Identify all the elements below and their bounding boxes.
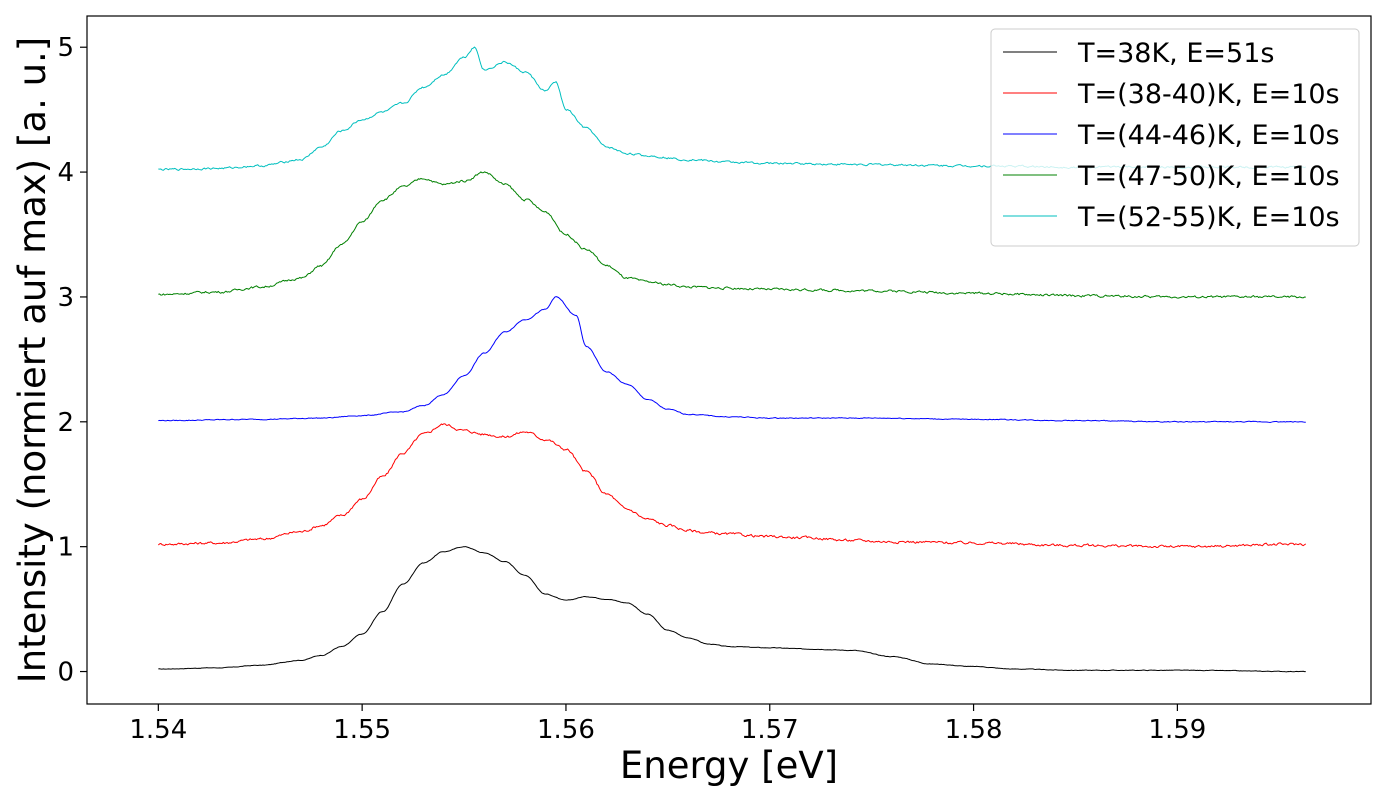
x-axis-label: Energy [eV]	[620, 744, 838, 787]
legend-label: T=38K, E=51s	[1077, 38, 1274, 69]
y-axis-label: Intensity (normiert auf max) [a. u.]	[11, 37, 54, 683]
y-tick-label: 5	[57, 33, 74, 63]
legend-box	[990, 28, 1360, 247]
series-layer	[157, 46, 1307, 673]
x-tick-label: 1.59	[1148, 715, 1206, 745]
legend: T=38K, E=51s T=(38-40)K, E=10s T=(44-46)K,…	[990, 28, 1360, 247]
series-line	[158, 546, 1306, 673]
y-tick-label: 1	[57, 533, 74, 563]
x-ticks: 1.54 1.55 1.56 1.57 1.58 1.59	[129, 704, 1206, 745]
legend-label: T=(47-50)K, E=10s	[1077, 161, 1340, 192]
legend-label: T=(44-46)K, E=10s	[1077, 120, 1340, 151]
legend-label: T=(38-40)K, E=10s	[1077, 79, 1340, 110]
y-tick-label: 3	[57, 283, 74, 313]
y-tick-label: 0	[57, 658, 74, 688]
y-tick-label: 4	[57, 158, 74, 188]
x-tick-label: 1.54	[129, 715, 187, 745]
series-line	[158, 171, 1306, 299]
x-tick-label: 1.56	[537, 715, 595, 745]
series-line	[158, 296, 1306, 423]
legend-items: T=38K, E=51s T=(38-40)K, E=10s T=(44-46)K,…	[1003, 38, 1340, 233]
x-tick-label: 1.57	[741, 715, 799, 745]
y-tick-label: 2	[57, 408, 74, 438]
plot-frame	[86, 15, 1372, 705]
x-tick-label: 1.58	[945, 715, 1003, 745]
series-line	[157, 423, 1307, 549]
y-ticks: 0 1 2 3 4 5	[57, 33, 87, 688]
x-tick-label: 1.55	[333, 715, 391, 745]
legend-label: T=(52-55)K, E=10s	[1077, 202, 1340, 233]
